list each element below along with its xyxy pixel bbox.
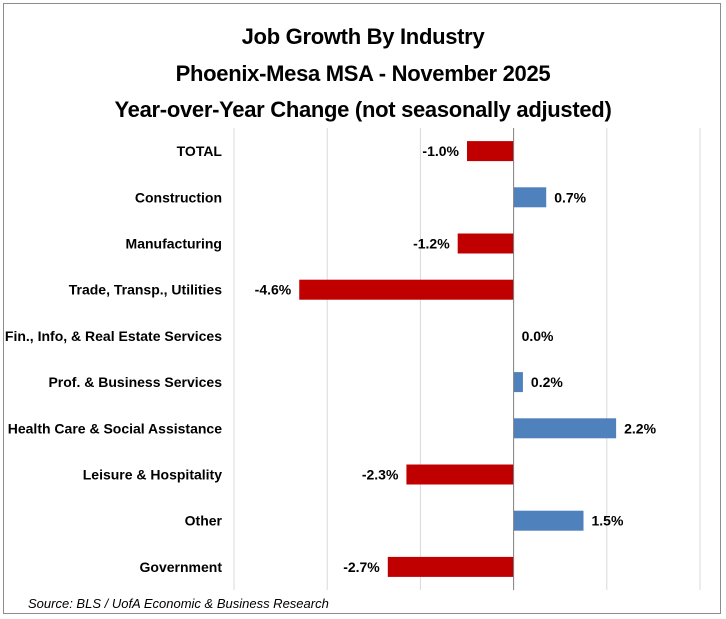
category-label: Trade, Transp., Utilities — [69, 282, 222, 298]
bar-2 — [457, 233, 514, 254]
data-label: 0.7% — [554, 189, 586, 205]
chart-subtitle-2: Year-over-Year Change (not seasonally ad… — [114, 97, 612, 122]
chart-title: Job Growth By Industry — [241, 24, 485, 49]
data-label: -2.3% — [362, 467, 399, 483]
chart-subtitle: Phoenix-Mesa MSA - November 2025 — [175, 61, 551, 86]
category-label: Fin., Info, & Real Estate Services — [5, 328, 222, 344]
data-label: -1.2% — [413, 236, 450, 252]
data-label: -2.7% — [343, 559, 380, 575]
category-label: Prof. & Business Services — [48, 374, 222, 390]
bar-9 — [387, 556, 514, 577]
bar-3 — [299, 279, 514, 300]
data-label: -1.0% — [422, 143, 459, 159]
bar-1 — [513, 187, 547, 208]
data-label: 0.2% — [531, 374, 563, 390]
data-label: -4.6% — [255, 282, 292, 298]
bar-5 — [513, 372, 523, 393]
data-label: 1.5% — [592, 513, 624, 529]
category-label: Government — [140, 559, 223, 575]
source-note: Source: BLS / UofA Economic & Business R… — [28, 596, 329, 611]
bar-6 — [513, 418, 617, 439]
category-label: Other — [185, 513, 223, 529]
chart-frame — [3, 3, 721, 614]
category-label: Manufacturing — [126, 236, 222, 252]
category-label: Health Care & Social Assistance — [8, 420, 222, 436]
category-label: Construction — [135, 189, 222, 205]
data-label: 0.0% — [522, 328, 554, 344]
bar-8 — [513, 510, 584, 531]
category-label: Leisure & Hospitality — [83, 467, 222, 483]
category-label: TOTAL — [177, 143, 223, 159]
bar-0 — [467, 141, 514, 162]
data-label: 2.2% — [624, 420, 656, 436]
bar-7 — [406, 464, 514, 485]
